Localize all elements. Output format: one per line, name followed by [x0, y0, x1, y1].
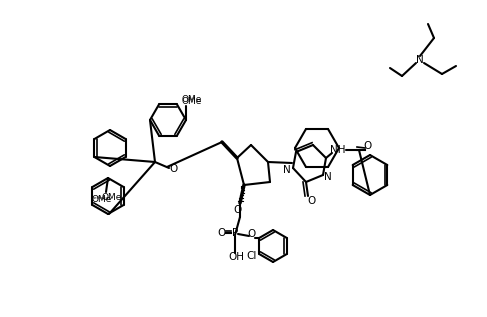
Text: methoxy: methoxy	[91, 196, 109, 200]
Text: OMe: OMe	[102, 193, 122, 203]
Text: NH: NH	[330, 145, 346, 155]
Text: O: O	[169, 164, 177, 174]
Text: P: P	[232, 228, 238, 238]
Text: O: O	[247, 229, 255, 239]
Text: N: N	[283, 165, 291, 175]
Text: OMe: OMe	[182, 98, 202, 107]
Text: OH: OH	[228, 252, 244, 262]
Text: N: N	[324, 172, 332, 182]
Text: OMe: OMe	[92, 196, 112, 204]
Text: Cl: Cl	[246, 251, 256, 261]
Text: O: O	[233, 205, 241, 215]
Text: O: O	[308, 196, 316, 206]
Text: N: N	[416, 55, 424, 65]
Text: O: O	[217, 228, 225, 238]
Text: O: O	[364, 141, 372, 151]
Text: OMe: OMe	[182, 95, 202, 105]
